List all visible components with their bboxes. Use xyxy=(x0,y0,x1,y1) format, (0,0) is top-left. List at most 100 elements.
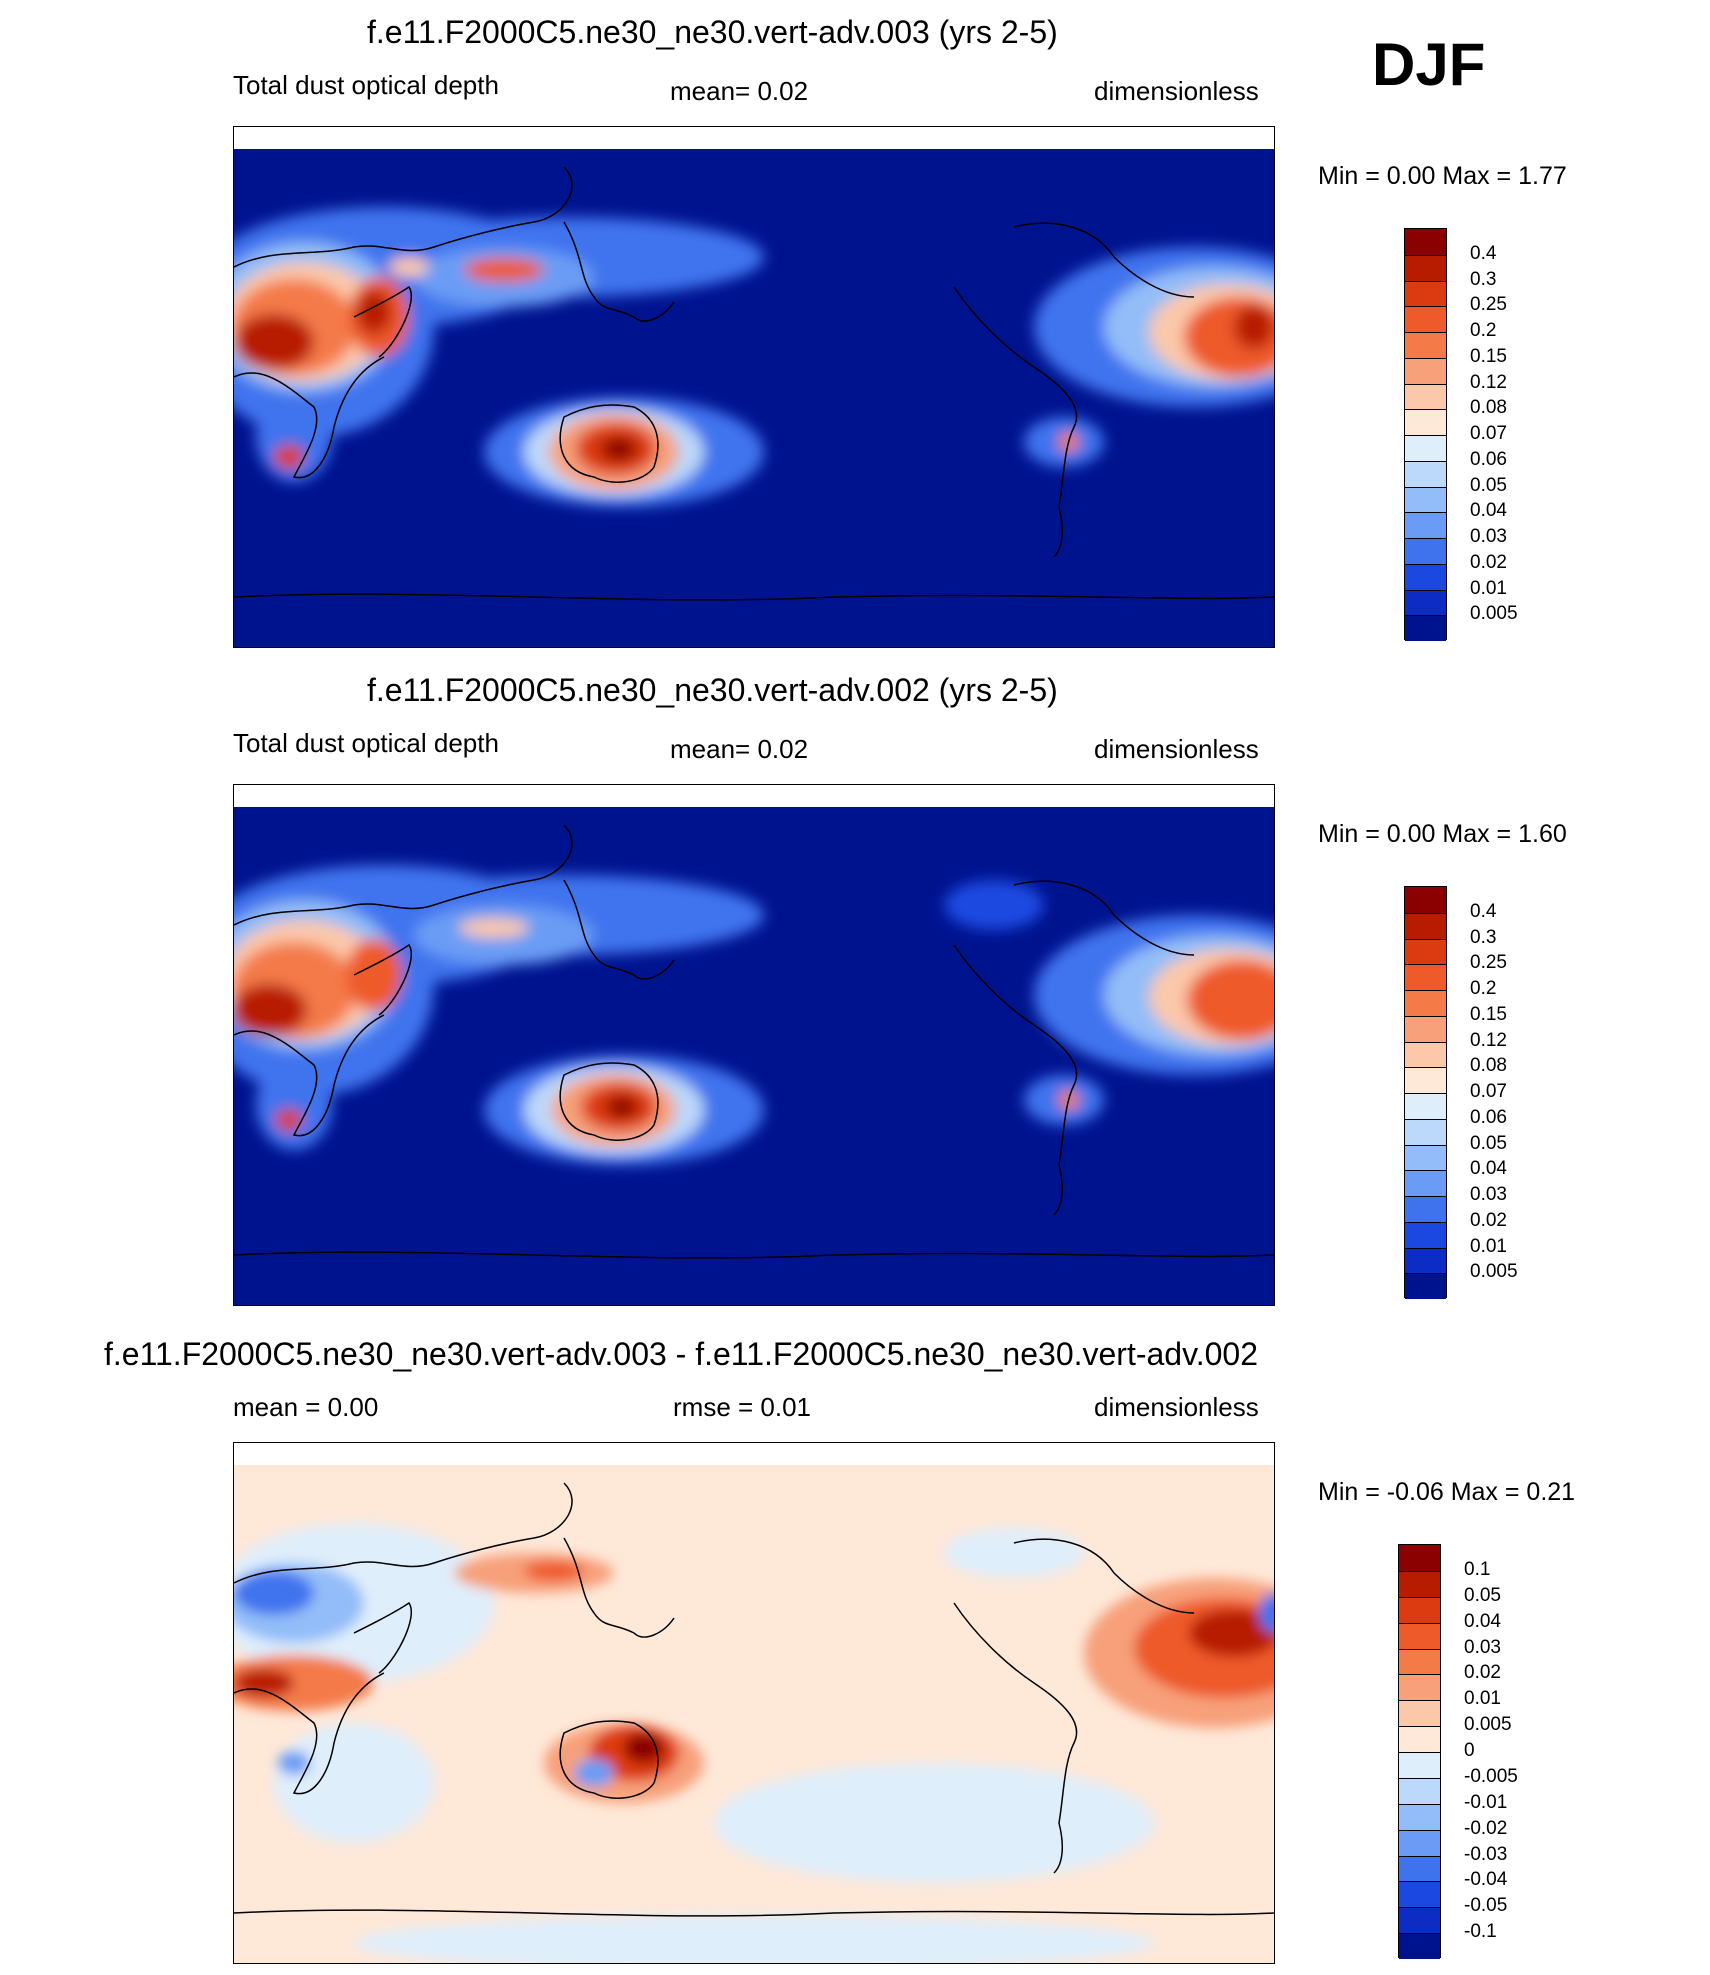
colorbar-swatch xyxy=(1405,383,1446,410)
colorbar-swatch xyxy=(1405,1041,1446,1068)
colorbar-label: 0.07 xyxy=(1470,1081,1507,1102)
colorbar-middle: 0.4 0.3 0.25 0.2 0.15 0.12 0.08 0.07 0.06 0.05 0.0… xyxy=(1404,886,1704,1299)
colorbar-swatch xyxy=(1399,1545,1440,1571)
colorbar-label: 0.3 xyxy=(1470,268,1497,290)
panel-rmse-label-bottom: rmse = 0.01 xyxy=(673,1392,812,1422)
colorbar-label: 0.15 xyxy=(1470,345,1507,367)
colorbar-label: 0.02 xyxy=(1464,1662,1501,1684)
colorbar-label: 0.03 xyxy=(1464,1636,1501,1658)
colorbar-label: 0.04 xyxy=(1470,500,1507,522)
colorbar-swatch xyxy=(1399,1881,1440,1908)
colorbar-label: 0.05 xyxy=(1464,1584,1501,1606)
min-max-label-top: Min = 0.00 Max = 1.77 xyxy=(1318,162,1567,190)
colorbar-swatch xyxy=(1405,1196,1446,1222)
colorbar-swatch xyxy=(1405,589,1446,616)
colorbar-label: 0.3 xyxy=(1470,926,1497,948)
colorbar-label: 0.03 xyxy=(1470,1184,1507,1205)
colorbar-swatch xyxy=(1405,1118,1446,1145)
colorbar-label: -0.01 xyxy=(1464,1791,1508,1813)
panel-mean-label-middle: mean= 0.02 xyxy=(670,734,809,764)
colorbar-label: 0.25 xyxy=(1470,294,1507,316)
colorbar-swatch xyxy=(1399,1829,1440,1856)
colorbar-swatch xyxy=(1405,1093,1446,1119)
colorbar-swatch xyxy=(1399,1570,1440,1597)
colorbar-swatch xyxy=(1405,512,1446,538)
colorbar-label: 0.2 xyxy=(1470,978,1497,999)
colorbar-swatch xyxy=(1405,460,1446,487)
map-panel-top xyxy=(233,126,1275,648)
colorbar-label: 0.2 xyxy=(1470,320,1497,341)
colorbar-swatch xyxy=(1405,938,1446,965)
colorbar-label: 0.06 xyxy=(1470,448,1507,470)
season-label: DJF xyxy=(1372,31,1486,98)
colorbar-swatch xyxy=(1399,1622,1440,1649)
colorbar-swatch xyxy=(1405,615,1446,641)
colorbar-label: -0.1 xyxy=(1464,1921,1497,1943)
colorbar-swatch xyxy=(1405,1015,1446,1042)
colorbar-box-top xyxy=(1404,228,1447,641)
panel-units-label-top: dimensionless xyxy=(1094,76,1259,106)
colorbar-label: 0.06 xyxy=(1470,1106,1507,1128)
colorbar-label: 0.1 xyxy=(1464,1558,1491,1580)
colorbar-swatch xyxy=(1399,1933,1440,1959)
panel-variable-label-middle: Total dust optical depth xyxy=(233,728,499,758)
colorbar-label: 0.12 xyxy=(1470,1029,1507,1051)
panel-title-bottom: f.e11.F2000C5.ne30_ne30.vert-adv.003 - f… xyxy=(104,1336,1258,1372)
colorbar-swatch xyxy=(1399,1596,1440,1623)
colorbar-swatch xyxy=(1399,1907,1440,1934)
colorbar-label: 0.01 xyxy=(1470,577,1507,599)
colorbar-swatch xyxy=(1399,1674,1440,1701)
colorbar-swatch xyxy=(1405,1247,1446,1274)
colorbar-swatch xyxy=(1405,332,1446,358)
colorbar-box-middle xyxy=(1404,886,1447,1299)
colorbar-label: -0.04 xyxy=(1464,1869,1508,1891)
colorbar-swatch xyxy=(1405,964,1446,990)
map-panel-middle xyxy=(233,784,1275,1306)
colorbar-swatch xyxy=(1399,1777,1440,1804)
colorbar-label: 0.12 xyxy=(1470,371,1507,393)
colorbar-swatch xyxy=(1405,990,1446,1016)
colorbar-label: 0.08 xyxy=(1470,397,1507,419)
colorbar-swatch xyxy=(1405,306,1446,332)
panel-title-middle: f.e11.F2000C5.ne30_ne30.vert-adv.002 (yr… xyxy=(367,672,1058,708)
colorbar-bottom: 0.1 0.05 0.04 0.03 0.02 0.01 0.005 0 -0.005 -0.01… xyxy=(1398,1544,1698,1959)
colorbar-swatch xyxy=(1405,254,1446,281)
colorbar-swatch xyxy=(1405,280,1446,307)
colorbar-swatch xyxy=(1405,1273,1446,1299)
colorbar-swatch xyxy=(1405,1144,1446,1171)
colorbar-swatch xyxy=(1399,1803,1440,1830)
colorbar-label: 0 xyxy=(1464,1740,1475,1761)
panel-units-label-middle: dimensionless xyxy=(1094,734,1259,764)
colorbar-top: 0.4 0.3 0.25 0.2 0.15 0.12 0.08 0.07 0.06 0.05 0.0… xyxy=(1404,228,1704,641)
panel-mean-label-top: mean= 0.02 xyxy=(670,76,809,106)
colorbar-label: 0.005 xyxy=(1464,1714,1512,1736)
colorbar-label: 0.04 xyxy=(1470,1158,1507,1180)
colorbar-swatch xyxy=(1405,357,1446,384)
colorbar-swatch xyxy=(1405,912,1446,939)
colorbar-label: 0.25 xyxy=(1470,952,1507,974)
min-max-label-middle: Min = 0.00 Max = 1.60 xyxy=(1318,820,1567,848)
map-panel-bottom xyxy=(233,1442,1275,1964)
panel-title-top: f.e11.F2000C5.ne30_ne30.vert-adv.003 (yr… xyxy=(367,14,1058,50)
colorbar-swatch xyxy=(1405,229,1446,255)
colorbar-box-bottom xyxy=(1398,1544,1441,1959)
colorbar-label: 0.07 xyxy=(1470,423,1507,444)
colorbar-swatch xyxy=(1405,409,1446,435)
colorbar-label: 0.4 xyxy=(1470,900,1497,922)
colorbar-swatch xyxy=(1405,1067,1446,1093)
panel-mean-label-bottom: mean = 0.00 xyxy=(233,1392,379,1422)
colorbar-swatch xyxy=(1405,1221,1446,1248)
colorbar-label: 0.02 xyxy=(1470,1209,1507,1231)
colorbar-label: 0.04 xyxy=(1464,1610,1501,1632)
colorbar-label: 0.15 xyxy=(1470,1003,1507,1025)
colorbar-label: 0.02 xyxy=(1470,551,1507,573)
colorbar-label: 0.01 xyxy=(1470,1235,1507,1257)
colorbar-swatch xyxy=(1405,435,1446,461)
colorbar-swatch xyxy=(1405,887,1446,913)
colorbar-label: 0.4 xyxy=(1470,242,1497,264)
colorbar-label: 0.01 xyxy=(1464,1688,1501,1710)
colorbar-swatch xyxy=(1405,538,1446,564)
colorbar-label: 0.08 xyxy=(1470,1055,1507,1077)
colorbar-label: 0.03 xyxy=(1470,526,1507,547)
colorbar-label: 0.05 xyxy=(1470,474,1507,496)
